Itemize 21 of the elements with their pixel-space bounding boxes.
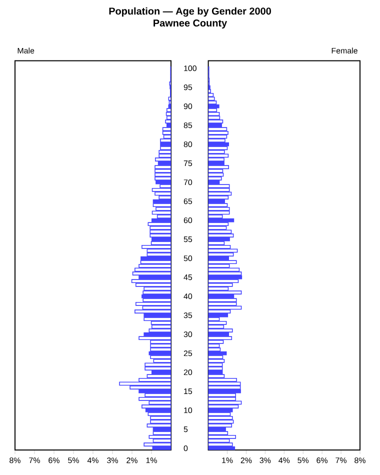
bar <box>150 348 171 352</box>
bar <box>208 196 229 200</box>
bar <box>160 138 171 142</box>
bar <box>208 252 234 256</box>
bar <box>208 404 239 408</box>
bar <box>208 158 224 162</box>
bar <box>208 442 233 446</box>
bar <box>208 366 223 370</box>
bar <box>208 290 242 294</box>
bar <box>208 386 241 390</box>
bar <box>208 328 233 332</box>
chart-title: Population — Age by Gender 2000 <box>109 7 271 17</box>
bar <box>208 272 242 276</box>
bar <box>165 120 171 124</box>
bar <box>208 176 222 180</box>
bar <box>208 234 234 238</box>
bar <box>208 100 217 104</box>
chart-subtitle: Pawnee County <box>154 19 228 29</box>
bar <box>134 310 171 314</box>
bar <box>132 272 171 276</box>
bar <box>142 404 171 408</box>
